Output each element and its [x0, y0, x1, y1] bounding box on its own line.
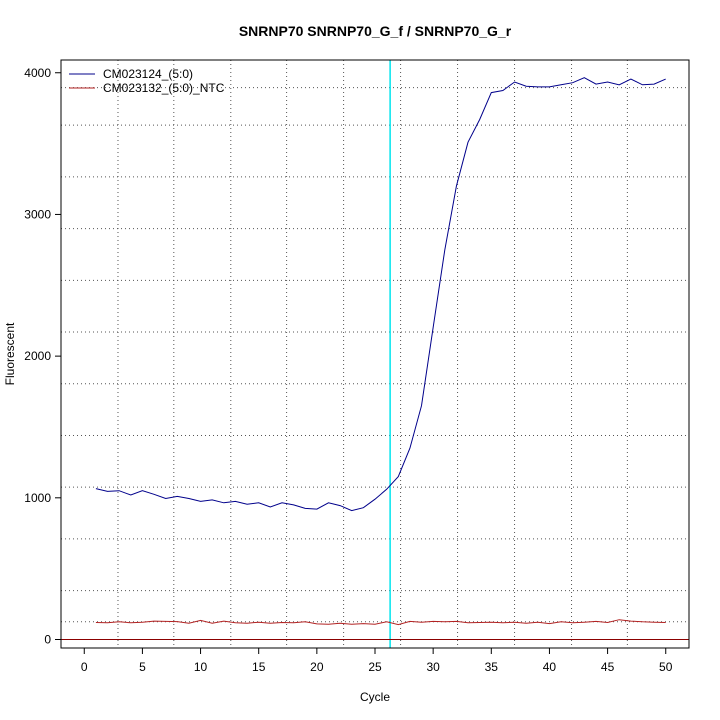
- y-axis: 0 1000 2000 3000 4000: [24, 66, 61, 646]
- x-tick-label: 40: [543, 660, 557, 674]
- x-axis: 0 5 10 15 20 25 30 35 40 45 50: [81, 648, 673, 674]
- y-tick-label: 2000: [24, 349, 51, 363]
- x-tick-label: 10: [194, 660, 208, 674]
- threshold-layer: [61, 60, 689, 648]
- x-tick-label: 25: [368, 660, 382, 674]
- y-axis-label: Fluorescent: [3, 322, 17, 385]
- y-tick-label: 1000: [24, 491, 51, 505]
- x-tick-label: 20: [310, 660, 324, 674]
- legend: CM023124_(5:0)CM023132_(5:0)_NTC: [69, 67, 225, 95]
- x-tick-label: 0: [81, 660, 88, 674]
- y-tick-label: 0: [44, 632, 51, 646]
- y-tick-label: 4000: [24, 66, 51, 80]
- x-tick-label: 35: [485, 660, 499, 674]
- x-tick-label: 15: [252, 660, 266, 674]
- y-tick-label: 3000: [24, 207, 51, 221]
- series-line-2: [95, 619, 666, 626]
- x-tick-label: 30: [426, 660, 440, 674]
- x-tick-label: 45: [601, 660, 615, 674]
- legend-label-1: CM023124_(5:0): [103, 67, 193, 81]
- series-layer: [95, 77, 666, 626]
- series-line-1: [95, 77, 666, 512]
- chart-title: SNRNP70 SNRNP70_G_f / SNRNP70_G_r: [239, 23, 512, 39]
- legend-label-2: CM023132_(5:0)_NTC: [103, 81, 225, 95]
- x-tick-label: 5: [139, 660, 146, 674]
- grid-lines: [61, 60, 689, 648]
- x-axis-label: Cycle: [360, 690, 390, 704]
- x-tick-label: 50: [659, 660, 673, 674]
